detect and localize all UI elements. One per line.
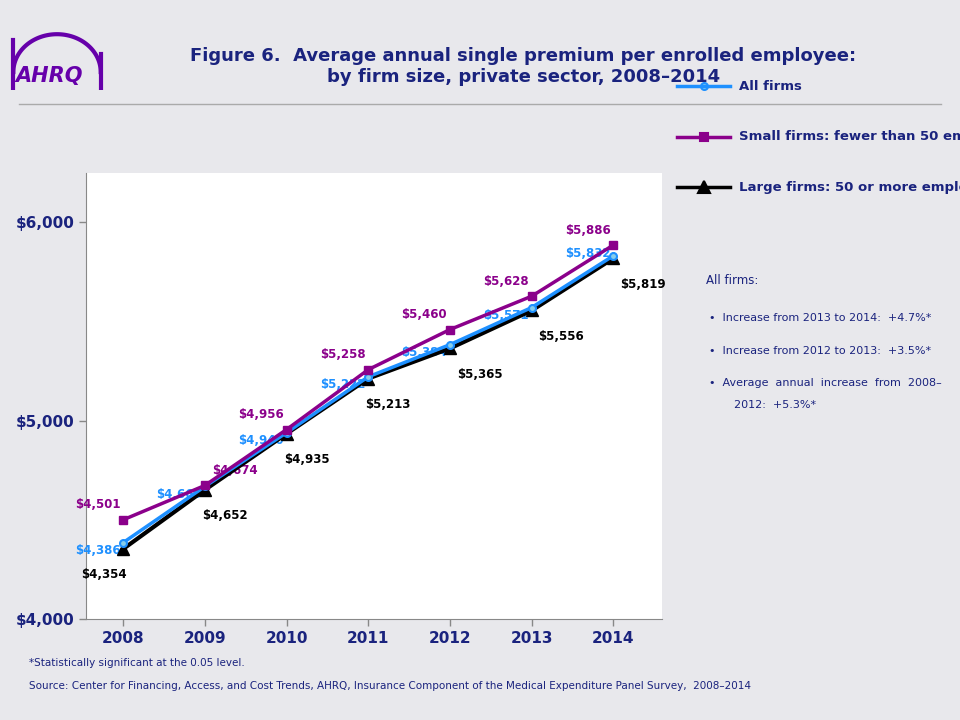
Text: $5,571: $5,571 bbox=[484, 309, 529, 322]
Text: $4,674: $4,674 bbox=[212, 464, 257, 477]
Text: $5,886: $5,886 bbox=[564, 224, 611, 237]
Text: •  Increase from 2013 to 2014:  +4.7%*: • Increase from 2013 to 2014: +4.7%* bbox=[709, 313, 932, 323]
Text: by firm size, private sector, 2008–2014: by firm size, private sector, 2008–2014 bbox=[326, 68, 720, 86]
Text: Figure 6.  Average annual single premium per enrolled employee:: Figure 6. Average annual single premium … bbox=[190, 47, 856, 65]
Text: $4,669: $4,669 bbox=[156, 488, 203, 501]
Text: •  Average  annual  increase  from  2008–: • Average annual increase from 2008– bbox=[709, 378, 942, 388]
Text: $5,832: $5,832 bbox=[565, 248, 611, 261]
Text: $4,354: $4,354 bbox=[82, 568, 127, 582]
Text: All firms: All firms bbox=[739, 80, 802, 93]
Text: 2012:  +5.3%*: 2012: +5.3%* bbox=[734, 400, 817, 410]
Text: $5,365: $5,365 bbox=[457, 368, 502, 381]
Text: $5,222: $5,222 bbox=[320, 378, 366, 391]
Text: Source: Center for Financing, Access, and Cost Trends, AHRQ, Insurance Component: Source: Center for Financing, Access, an… bbox=[29, 681, 751, 691]
Text: $5,556: $5,556 bbox=[539, 330, 585, 343]
Text: $5,628: $5,628 bbox=[483, 275, 529, 288]
Text: $5,819: $5,819 bbox=[620, 278, 666, 291]
Text: $4,935: $4,935 bbox=[284, 453, 329, 466]
Text: AHRQ: AHRQ bbox=[15, 66, 84, 86]
Text: $4,386: $4,386 bbox=[75, 544, 120, 557]
Text: $5,258: $5,258 bbox=[320, 348, 366, 361]
Text: $4,940: $4,940 bbox=[238, 434, 284, 447]
Text: Large firms: 50 or more employees: Large firms: 50 or more employees bbox=[739, 181, 960, 194]
Text: $5,213: $5,213 bbox=[366, 398, 411, 411]
Text: $5,460: $5,460 bbox=[401, 308, 447, 321]
Text: $5,384: $5,384 bbox=[401, 346, 447, 359]
Text: $4,652: $4,652 bbox=[203, 509, 248, 522]
Text: Small firms: fewer than 50 employees: Small firms: fewer than 50 employees bbox=[739, 130, 960, 143]
Text: All firms:: All firms: bbox=[706, 274, 758, 287]
Text: •  Increase from 2012 to 2013:  +3.5%*: • Increase from 2012 to 2013: +3.5%* bbox=[709, 346, 931, 356]
Text: $4,501: $4,501 bbox=[75, 498, 120, 511]
Text: $4,956: $4,956 bbox=[238, 408, 284, 421]
Text: *Statistically significant at the 0.05 level.: *Statistically significant at the 0.05 l… bbox=[29, 658, 245, 668]
